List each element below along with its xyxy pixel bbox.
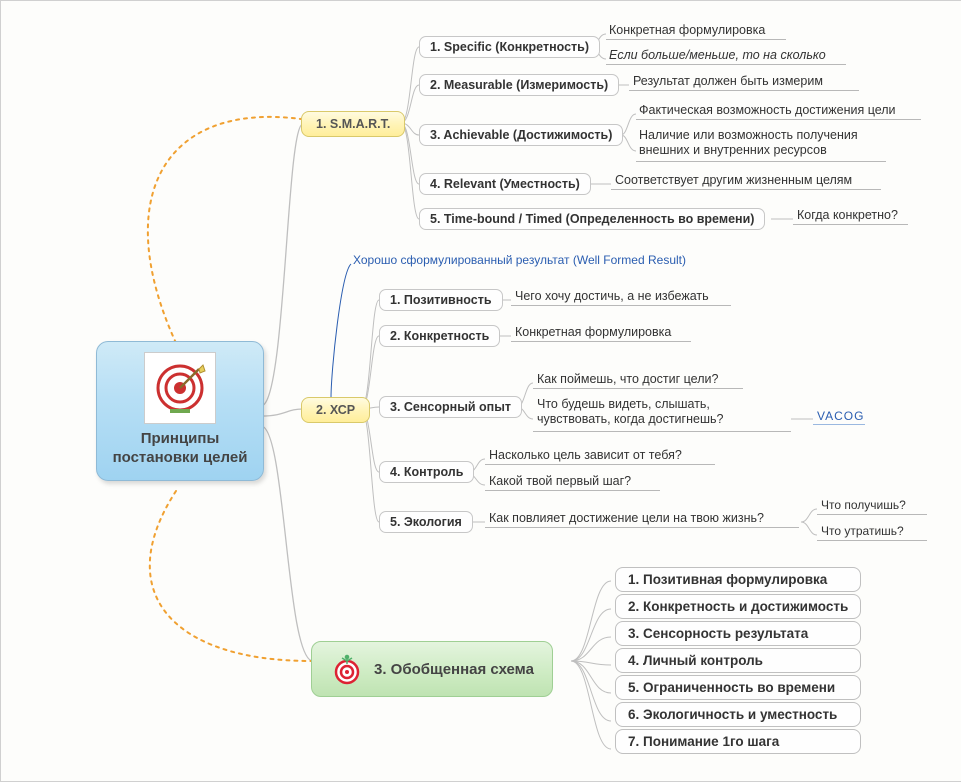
branch-summary[interactable]: 3. Обобщенная схема <box>311 641 553 697</box>
summary-item[interactable]: 5. Ограниченность во времени <box>615 675 861 700</box>
target-icon <box>144 352 216 424</box>
root-node[interactable]: Принципыпостановки целей <box>96 341 264 481</box>
xcp-kon[interactable]: 2. Конкретность <box>379 325 500 347</box>
xcp-eco[interactable]: 5. Экология <box>379 511 473 533</box>
leaf: Что получишь? <box>821 498 906 512</box>
leaf: Конкретная формулировка <box>609 23 765 38</box>
smart-measurable[interactable]: 2. Measurable (Измеримость) <box>419 74 619 96</box>
smart-relevant[interactable]: 4. Relevant (Уместность) <box>419 173 591 195</box>
leaf: Фактическая возможность достижения цели <box>639 103 896 118</box>
smart-achievable[interactable]: 3. Achievable (Достижимость) <box>419 124 623 146</box>
xcp-ctrl[interactable]: 4. Контроль <box>379 461 474 483</box>
leaf: Насколько цель зависит от тебя? <box>489 448 682 463</box>
leaf: Наличие или возможность получениявнешних… <box>639 128 869 158</box>
leaf: Что утратишь? <box>821 524 904 538</box>
leaf: Какой твой первый шаг? <box>489 474 631 489</box>
xcp-note: Хорошо сформулированный результат (Well … <box>353 253 686 267</box>
branch-summary-label: 3. Обобщенная схема <box>374 661 534 678</box>
summary-item[interactable]: 4. Личный контроль <box>615 648 861 673</box>
leaf: Как повлияет достижение цели на твою жиз… <box>489 511 764 526</box>
summary-item[interactable]: 3. Сенсорность результата <box>615 621 861 646</box>
smart-timed[interactable]: 5. Time-bound / Timed (Определенность во… <box>419 208 765 230</box>
mindmap-canvas: Принципыпостановки целей 1. S.M.A.R.T. 1… <box>0 0 961 782</box>
branch-xcp[interactable]: 2. ХСР <box>301 397 370 423</box>
xcp-sens[interactable]: 3. Сенсорный опыт <box>379 396 522 418</box>
summary-item[interactable]: 2. Конкретность и достижимость <box>615 594 861 619</box>
branch-smart[interactable]: 1. S.M.A.R.T. <box>301 111 405 137</box>
target-small-icon <box>330 652 364 686</box>
leaf: Конкретная формулировка <box>515 325 671 340</box>
summary-item[interactable]: 7. Понимание 1го шага <box>615 729 861 754</box>
vacog-note: VACOG <box>817 409 864 423</box>
summary-item[interactable]: 1. Позитивная формулировка <box>615 567 861 592</box>
summary-item[interactable]: 6. Экологичность и уместность <box>615 702 861 727</box>
leaf: Чего хочу достичь, а не избежать <box>515 289 709 304</box>
leaf: Когда конкретно? <box>797 208 898 223</box>
xcp-pos[interactable]: 1. Позитивность <box>379 289 503 311</box>
leaf: Что будешь видеть, слышать,чувствовать, … <box>537 397 787 427</box>
leaf: Результат должен быть измерим <box>633 74 823 89</box>
leaf: Если больше/меньше, то на сколько <box>609 48 826 63</box>
smart-specific[interactable]: 1. Specific (Конкретность) <box>419 36 600 58</box>
leaf: Как поймешь, что достиг цели? <box>537 372 718 387</box>
summary-list: 1. Позитивная формулировка 2. Конкретнос… <box>615 567 861 754</box>
leaf: Соответствует другим жизненным целям <box>615 173 852 188</box>
root-title: Принципыпостановки целей <box>107 430 253 468</box>
